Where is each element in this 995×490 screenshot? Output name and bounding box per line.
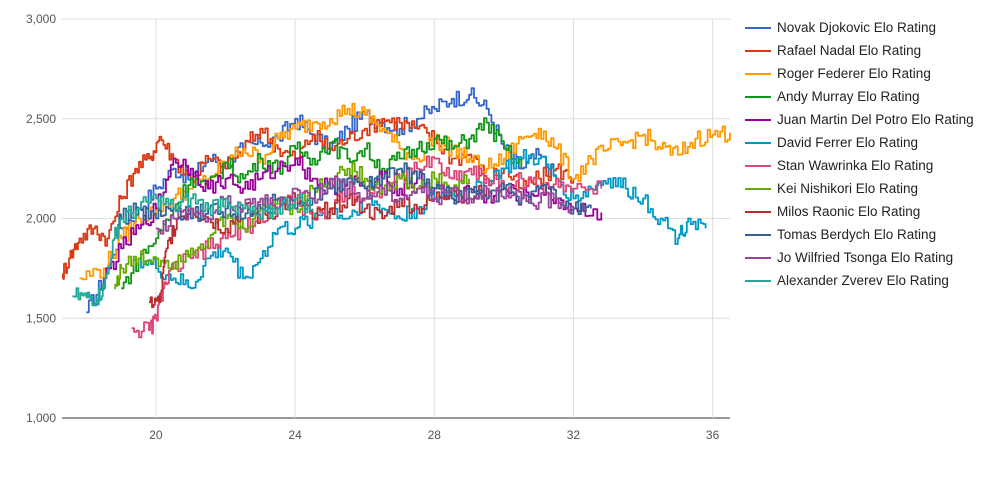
legend-swatch: [745, 141, 771, 144]
legend-label: Alexander Zverev Elo Rating: [777, 273, 949, 288]
axis-labels: 1,000 1,500 2,000 2,500 3,000 20 24 28 32 36: [26, 12, 720, 442]
legend-swatch: [745, 95, 771, 98]
legend-swatch: [745, 187, 771, 190]
y-tick-label: 1,000: [26, 411, 56, 425]
legend-label: Rafael Nadal Elo Rating: [777, 43, 922, 58]
y-tick-label: 3,000: [26, 12, 56, 26]
series-line: [131, 155, 603, 339]
legend-item[interactable]: Juan Martin Del Potro Elo Rating: [745, 108, 974, 131]
legend-label: Stan Wawrinka Elo Rating: [777, 158, 934, 173]
legend-label: Andy Murray Elo Rating: [777, 89, 920, 104]
x-tick-label: 28: [428, 428, 442, 442]
legend-swatch: [745, 26, 771, 29]
legend-swatch: [745, 233, 771, 236]
legend-label: Tomas Berdych Elo Rating: [777, 227, 937, 242]
legend-swatch: [745, 279, 771, 282]
y-tick-label: 1,500: [26, 311, 56, 325]
x-tick-label: 36: [706, 428, 720, 442]
x-tick-label: 24: [288, 428, 302, 442]
legend-label: Novak Djokovic Elo Rating: [777, 20, 937, 35]
legend-item[interactable]: Stan Wawrinka Elo Rating: [745, 154, 974, 177]
legend-item[interactable]: Tomas Berdych Elo Rating: [745, 223, 974, 246]
plot-lines: [62, 87, 731, 339]
legend-label: Roger Federer Elo Rating: [777, 66, 931, 81]
legend-item[interactable]: Rafael Nadal Elo Rating: [745, 39, 974, 62]
legend-label: David Ferrer Elo Rating: [777, 135, 919, 150]
legend-item[interactable]: David Ferrer Elo Rating: [745, 131, 974, 154]
y-tick-label: 2,000: [26, 212, 56, 226]
x-tick-label: 32: [567, 428, 581, 442]
legend-swatch: [745, 256, 771, 259]
legend-item[interactable]: Jo Wilfried Tsonga Elo Rating: [745, 246, 974, 269]
legend-label: Juan Martin Del Potro Elo Rating: [777, 112, 974, 127]
legend-swatch: [745, 72, 771, 75]
legend-swatch: [745, 210, 771, 213]
legend: Novak Djokovic Elo Rating Rafael Nadal El…: [745, 16, 974, 292]
legend-item[interactable]: Alexander Zverev Elo Rating: [745, 269, 974, 292]
legend-item[interactable]: Novak Djokovic Elo Rating: [745, 16, 974, 39]
legend-label: Milos Raonic Elo Rating: [777, 204, 921, 219]
series-line: [72, 192, 314, 307]
legend-swatch: [745, 164, 771, 167]
y-tick-label: 2,500: [26, 112, 56, 126]
legend-item[interactable]: Andy Murray Elo Rating: [745, 85, 974, 108]
legend-item[interactable]: Roger Federer Elo Rating: [745, 62, 974, 85]
series-line: [121, 117, 523, 290]
legend-label: Jo Wilfried Tsonga Elo Rating: [777, 250, 954, 265]
legend-swatch: [745, 118, 771, 121]
legend-item[interactable]: Milos Raonic Elo Rating: [745, 200, 974, 223]
legend-label: Kei Nishikori Elo Rating: [777, 181, 919, 196]
legend-item[interactable]: Kei Nishikori Elo Rating: [745, 177, 974, 200]
legend-swatch: [745, 49, 771, 52]
series-line: [114, 162, 470, 290]
x-tick-label: 20: [149, 428, 163, 442]
